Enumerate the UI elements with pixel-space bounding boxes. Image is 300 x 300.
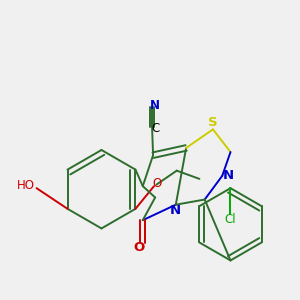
Text: HO: HO — [17, 179, 35, 192]
Text: N: N — [223, 169, 234, 182]
Text: C: C — [151, 122, 159, 135]
Text: O: O — [134, 241, 145, 254]
Text: Cl: Cl — [225, 213, 236, 226]
Text: N: N — [169, 204, 181, 218]
Text: N: N — [150, 99, 160, 112]
Text: S: S — [208, 116, 218, 129]
Text: O: O — [152, 176, 162, 190]
